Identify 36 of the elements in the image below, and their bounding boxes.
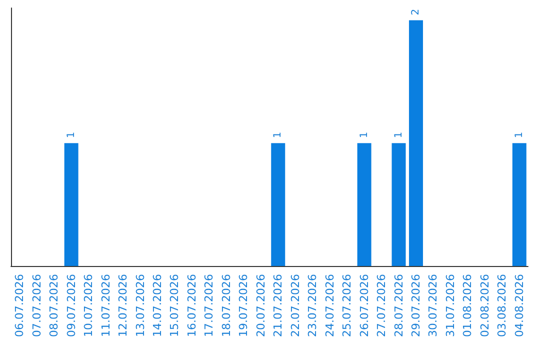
data-label: 1 [358, 132, 370, 138]
x-tick-label: 11.07.2026 [99, 274, 112, 338]
x-tick-label: 19.07.2026 [237, 274, 250, 338]
data-label: 1 [393, 132, 404, 138]
x-tick-label: 15.07.2026 [168, 274, 182, 338]
x-tick-label: 30.07.2026 [426, 274, 440, 338]
x-tick-label: 17.07.2026 [202, 274, 216, 338]
x-tick-label: 18.07.2026 [220, 274, 233, 338]
x-tick-label: 24.07.2026 [323, 274, 336, 338]
x-tick-label: 22.07.2026 [288, 274, 302, 338]
data-label: 2 [410, 8, 422, 16]
x-tick-label: 23.07.2026 [306, 274, 320, 338]
x-tick-label: 02.08.2026 [478, 274, 492, 338]
x-tick-label: 14.07.2026 [150, 274, 164, 338]
data-label: 1 [514, 132, 525, 138]
x-tick-label: 13.07.2026 [134, 274, 147, 338]
x-tick-label: 04.08.2026 [512, 274, 526, 338]
x-tick-label: 20.07.2026 [254, 274, 268, 338]
x-tick-label: 07.07.2026 [30, 274, 44, 338]
data-label: 1 [66, 132, 77, 138]
x-tick-label: 16.07.2026 [185, 274, 198, 338]
x-tick-label: 28.07.2026 [392, 274, 406, 338]
x-tick-label: 09.07.2026 [64, 274, 78, 338]
x-tick-label: 10.07.2026 [82, 274, 96, 338]
x-tick-label: 27.07.2026 [375, 274, 388, 338]
x-tick-label: 21.07.2026 [272, 274, 285, 338]
x-tick-label: 08.07.2026 [48, 274, 61, 338]
x-tick-label: 31.07.2026 [444, 274, 457, 338]
x-tick-label: 12.07.2026 [116, 274, 130, 338]
x-tick-label: 01.08.2026 [461, 274, 474, 338]
x-tick-label: 25.07.2026 [340, 274, 354, 338]
x-tick-label: 03.08.2026 [496, 274, 509, 338]
x-tick-label: 29.07.2026 [409, 274, 422, 338]
data-label: 1 [272, 132, 284, 138]
x-tick-label: 26.07.2026 [358, 274, 371, 338]
x-tick-label: 06.07.2026 [13, 274, 26, 338]
